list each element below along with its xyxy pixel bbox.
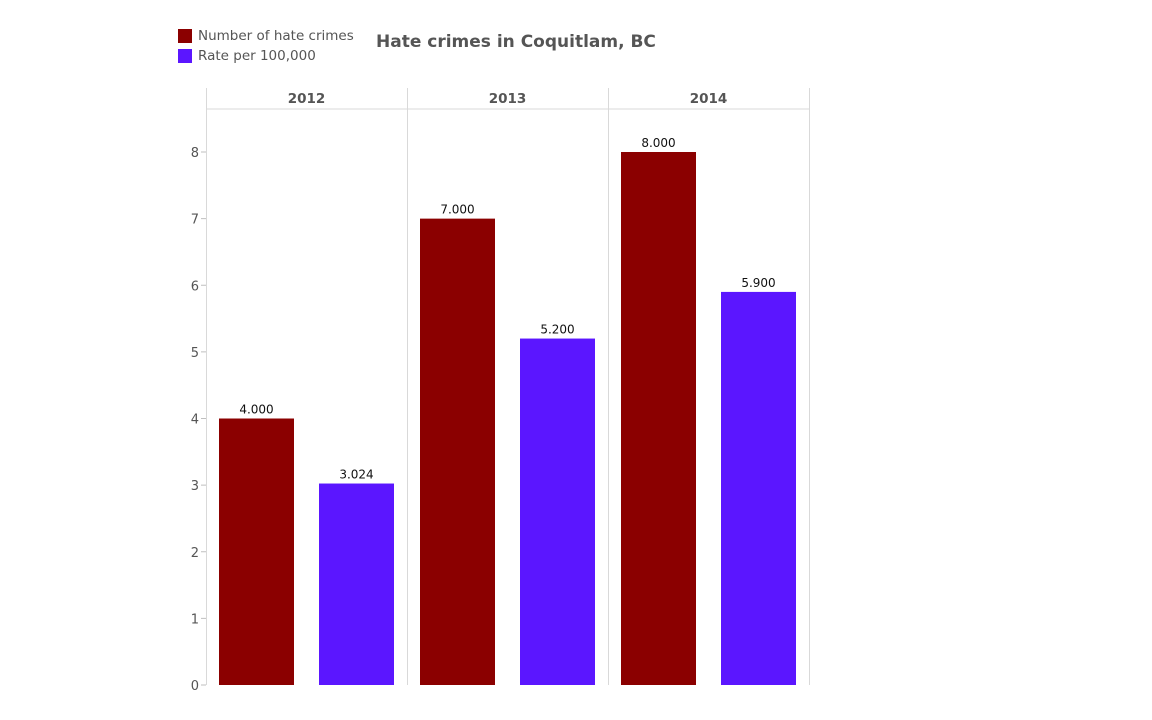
- data-label-2012-series-0: 4.000: [239, 403, 273, 417]
- bar-2013-series-1: [520, 338, 595, 685]
- data-label-2013-series-1: 5.200: [540, 323, 574, 337]
- y-tick-label-7: 7: [191, 213, 199, 228]
- y-tick-label-1: 1: [191, 612, 199, 627]
- chart-title: Hate crimes in Coquitlam, BC: [376, 32, 656, 52]
- bar-2012-series-1: [319, 483, 394, 685]
- bar-2014-series-1: [721, 291, 796, 685]
- legend-item-rate-per-100000[interactable]: Rate per 100,000: [178, 46, 354, 66]
- data-label-2013-series-0: 7.000: [440, 203, 474, 217]
- data-label-2012-series-1: 3.024: [339, 468, 373, 482]
- y-tick-label-8: 8: [191, 146, 199, 161]
- legend-label-number-of-hate-crimes: Number of hate crimes: [198, 28, 354, 44]
- data-label-2014-series-0: 8.000: [641, 136, 675, 150]
- panel-header-2013: 2013: [489, 91, 527, 107]
- legend-swatch-rate-per-100000: [178, 49, 192, 63]
- y-tick-label-3: 3: [191, 479, 199, 494]
- bar-2012-series-0: [219, 418, 294, 685]
- y-tick-label-2: 2: [191, 546, 199, 561]
- panel-header-2012: 2012: [288, 91, 326, 107]
- legend-label-rate-per-100000: Rate per 100,000: [198, 48, 316, 64]
- y-tick-label-6: 6: [191, 279, 199, 294]
- y-tick-label-4: 4: [191, 413, 199, 428]
- legend-swatch-number-of-hate-crimes: [178, 29, 192, 43]
- panel-header-2014: 2014: [690, 91, 728, 107]
- data-label-2014-series-1: 5.900: [741, 276, 775, 290]
- bar-2014-series-0: [621, 152, 696, 685]
- y-tick-label-0: 0: [191, 679, 199, 694]
- legend-item-number-of-hate-crimes[interactable]: Number of hate crimes: [178, 26, 354, 46]
- legend: Number of hate crimes Rate per 100,000: [178, 26, 354, 66]
- y-tick-label-5: 5: [191, 346, 199, 361]
- bar-2013-series-0: [420, 218, 495, 685]
